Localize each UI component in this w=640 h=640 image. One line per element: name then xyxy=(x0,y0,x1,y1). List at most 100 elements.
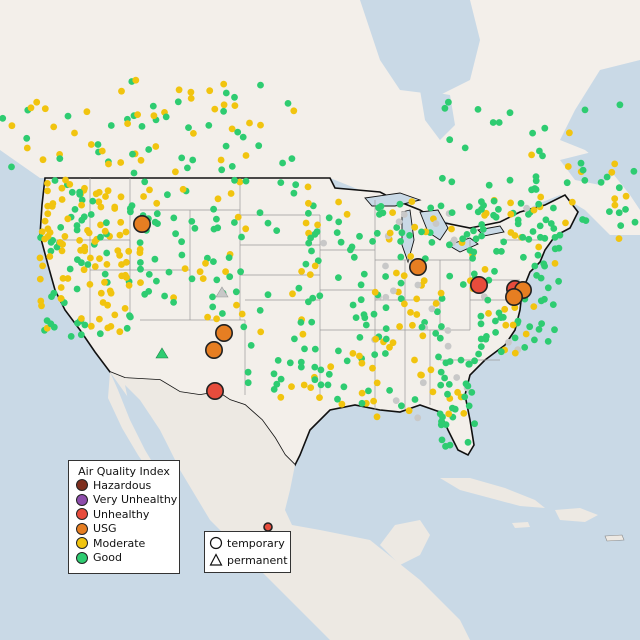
monitor-dot xyxy=(175,86,183,94)
monitor-dot xyxy=(78,216,86,224)
monitor-dot xyxy=(401,300,408,308)
monitor-dot xyxy=(178,154,186,162)
monitor-dot xyxy=(373,413,381,421)
highlight-monitor-usg[interactable] xyxy=(408,257,427,276)
monitor-dot xyxy=(8,163,15,171)
legend-item-hazardous: Hazardous xyxy=(69,478,179,493)
monitor-dot xyxy=(107,122,115,129)
monitor-dot xyxy=(99,299,107,306)
monitor-dot xyxy=(50,123,58,131)
monitor-dot xyxy=(49,200,57,207)
monitor-dot xyxy=(437,421,445,429)
monitor-dot xyxy=(519,233,527,241)
highlight-monitor-unhealthy[interactable] xyxy=(263,522,273,532)
monitor-dot xyxy=(616,101,624,109)
monitor-dot xyxy=(445,381,453,388)
highlight-monitor-usg[interactable] xyxy=(215,323,234,342)
monitor-dot xyxy=(270,370,278,378)
monitor-dot xyxy=(372,335,380,343)
monitor-dot xyxy=(539,152,546,160)
monitor-dot xyxy=(444,327,452,334)
monitor-dot xyxy=(172,168,179,176)
monitor-dot xyxy=(325,214,333,222)
monitor-dot xyxy=(209,293,216,301)
monitor-dot xyxy=(350,253,358,261)
monitor-dot xyxy=(343,357,351,365)
monitor-dot xyxy=(288,383,295,390)
highlight-monitor-unhealthy[interactable] xyxy=(206,381,225,400)
monitor-dot xyxy=(27,104,35,112)
monitor-dot xyxy=(551,260,559,267)
monitor-dot xyxy=(98,147,106,155)
monitor-dot xyxy=(225,254,233,261)
monitor-dot xyxy=(531,336,538,344)
monitor-type-legend: temporary permanent xyxy=(204,531,291,573)
legend-item-label: Good xyxy=(93,551,122,565)
monitor-dot xyxy=(48,293,55,300)
monitor-dot xyxy=(400,211,408,218)
monitor-dot xyxy=(117,218,125,226)
monitor-dot xyxy=(209,303,217,311)
monitor-dot xyxy=(405,407,413,415)
monitor-dot xyxy=(299,330,307,338)
monitor-dot xyxy=(438,295,446,302)
monitor-dot xyxy=(568,198,576,206)
monitor-dot xyxy=(74,319,81,327)
monitor-dot xyxy=(274,357,282,364)
monitor-dot xyxy=(236,178,244,186)
monitor-dot xyxy=(181,265,189,272)
monitor-dot xyxy=(471,420,478,428)
monitor-dot xyxy=(307,234,314,242)
baja-peninsula xyxy=(108,372,165,485)
monitor-dot xyxy=(41,217,49,225)
monitor-dot xyxy=(335,218,343,226)
highlight-monitor-usg[interactable] xyxy=(133,215,152,234)
highlight-monitor-usg[interactable] xyxy=(504,287,523,306)
monitor-dot xyxy=(264,219,272,227)
monitor-dot xyxy=(397,253,405,261)
monitor-dot xyxy=(179,185,187,193)
monitor-dot xyxy=(335,347,342,355)
monitor-dot xyxy=(608,168,616,176)
highlight-monitor-usg[interactable] xyxy=(205,340,224,359)
monitor-dot xyxy=(370,397,377,405)
legend-item-label: Very Unhealthy xyxy=(93,493,178,507)
monitor-dot xyxy=(511,334,519,342)
monitor-dot xyxy=(428,239,436,246)
monitor-dot xyxy=(202,259,209,267)
monitor-dot xyxy=(450,236,458,244)
monitor-dot xyxy=(477,335,485,343)
permanent-monitor-marker xyxy=(215,286,229,298)
monitor-dot xyxy=(118,87,125,95)
puerto-rico xyxy=(604,534,625,542)
monitor-dot xyxy=(457,356,465,364)
monitor-dot xyxy=(292,181,300,189)
monitor-dot xyxy=(104,324,112,332)
highlight-monitor-unhealthy[interactable] xyxy=(469,275,488,294)
monitor-dot xyxy=(80,266,88,274)
monitor-dot xyxy=(371,351,379,358)
monitor-dot xyxy=(579,166,587,174)
monitor-dot xyxy=(56,155,64,163)
monitor-dot xyxy=(220,101,228,109)
monitor-dot xyxy=(446,358,454,365)
monitor-dot xyxy=(311,363,319,371)
monitor-dot xyxy=(475,350,482,358)
monitor-dot xyxy=(389,339,397,347)
monitor-dot xyxy=(123,324,131,332)
monitor-dot xyxy=(270,386,278,393)
monitor-dot xyxy=(434,308,441,316)
monitor-dot xyxy=(172,230,180,238)
monitor-dot xyxy=(377,203,385,210)
monitor-dot xyxy=(461,393,469,401)
monitor-dot xyxy=(126,313,134,321)
monitor-dot xyxy=(542,216,550,224)
monitor-dot xyxy=(520,253,527,261)
monitor-dot xyxy=(117,193,125,201)
monitor-dot xyxy=(247,342,255,349)
monitor-dot xyxy=(129,150,136,158)
monitor-dot xyxy=(279,159,286,167)
legend-item-very-unhealthy: Very Unhealthy xyxy=(69,493,179,508)
monitor-dot xyxy=(528,151,535,159)
